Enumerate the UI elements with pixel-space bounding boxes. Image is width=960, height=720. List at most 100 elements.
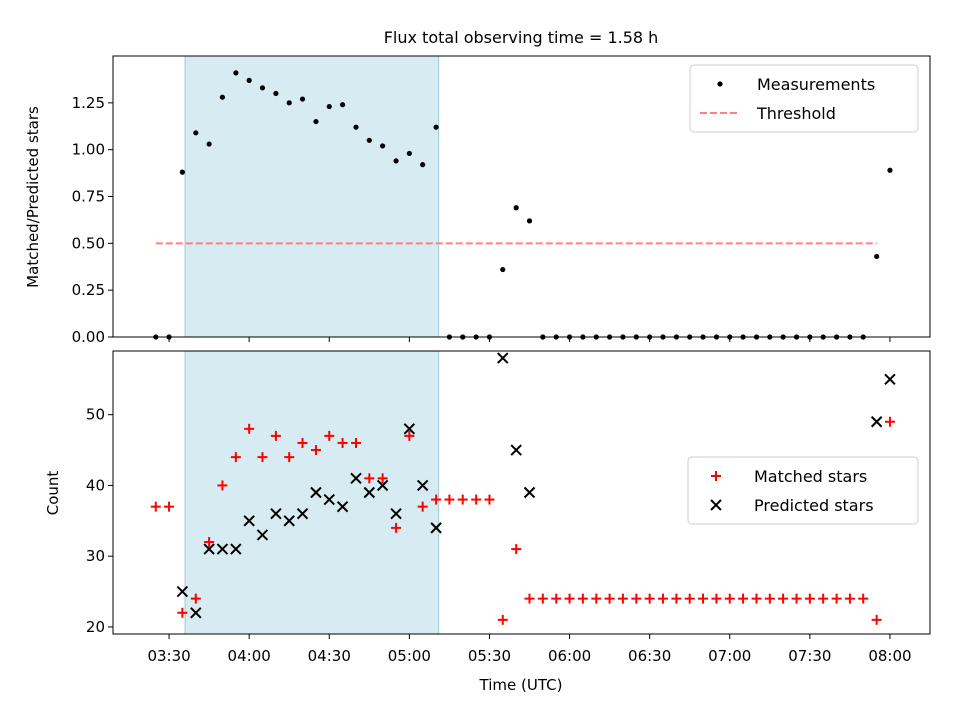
measurement-point xyxy=(353,124,359,130)
matched-star-point xyxy=(804,593,815,604)
matched-star-point xyxy=(644,593,655,604)
x-tick-label: 07:00 xyxy=(708,647,751,665)
matched-star-point xyxy=(791,593,802,604)
measurement-point xyxy=(246,77,252,83)
matched-star-point xyxy=(284,452,295,463)
predicted-star-point xyxy=(350,472,362,485)
predicted-star-point xyxy=(403,423,416,435)
count-x-ticks: 03:30 04:00 04:30 05:00 05:30 06:00 06:30 07:00… xyxy=(147,634,912,665)
matched-star-point xyxy=(391,522,402,533)
measurement-point xyxy=(313,118,319,125)
predicted-star-point xyxy=(203,543,215,555)
y-tick-label: 0.75 xyxy=(72,188,105,206)
matched-star-point xyxy=(778,593,789,604)
measurement-point xyxy=(299,96,306,102)
predicted-star-point xyxy=(243,515,255,527)
measurement-point xyxy=(339,102,346,108)
predicted-star-point xyxy=(497,352,509,364)
matched-star-point xyxy=(818,593,829,604)
measurement-point xyxy=(887,167,893,173)
matched-star-point xyxy=(698,593,709,604)
matched-star-point xyxy=(564,593,575,604)
chart-title: Flux total observing time = 1.58 h xyxy=(384,28,659,47)
ratio-y-axis-label: Matched/Predicted stars xyxy=(24,106,42,288)
measurement-point xyxy=(233,70,239,76)
matched-star-point xyxy=(164,501,175,512)
matched-star-point xyxy=(831,593,842,604)
measurement-point xyxy=(219,94,226,100)
matched-star-point xyxy=(257,452,268,463)
predicted-star-point xyxy=(416,479,429,492)
y-tick-label: 1.25 xyxy=(72,94,105,112)
predicted-star-point xyxy=(884,373,896,386)
ratio-frame xyxy=(112,55,931,338)
matched-star-point xyxy=(417,501,428,512)
matched-star-point xyxy=(324,430,335,441)
matched-star-point xyxy=(764,593,775,604)
matched-star-point xyxy=(190,593,201,604)
measurement-point xyxy=(366,137,372,143)
matched-star-point xyxy=(858,593,869,604)
y-tick-label: 1.00 xyxy=(72,141,105,159)
count-y-ticks: 20 30 40 50 xyxy=(86,406,113,636)
predicted-star-point xyxy=(336,500,349,513)
predicted-star-point xyxy=(256,529,269,541)
y-tick-label: 30 xyxy=(86,547,105,565)
measurement-point xyxy=(326,103,332,110)
matched-star-point xyxy=(457,494,468,505)
y-tick-label: 0.50 xyxy=(72,234,105,252)
predicted-star-point xyxy=(523,486,536,499)
observing-window-shade xyxy=(184,55,440,338)
predicted-star-point xyxy=(296,508,309,520)
matched-star-point xyxy=(751,593,762,604)
matched-star-point xyxy=(537,593,548,604)
x-tick-label: 07:30 xyxy=(788,647,831,665)
count-marks xyxy=(150,352,896,625)
count-y-axis-label: Count xyxy=(44,471,62,516)
y-tick-label: 50 xyxy=(86,406,105,424)
measurement-point xyxy=(206,141,212,147)
observing-window-shade xyxy=(184,350,440,635)
legend-threshold-label: Threshold xyxy=(756,104,836,123)
matched-star-point xyxy=(444,494,455,505)
measurement-point xyxy=(380,143,386,149)
ratio-panel: 0.00 0.25 0.50 0.75 1.00 1.25 Matched/Predict… xyxy=(24,55,931,346)
matched-star-point xyxy=(671,593,682,604)
predicted-star-point xyxy=(310,486,322,499)
matched-star-point xyxy=(230,452,241,463)
matched-star-point xyxy=(431,494,442,505)
y-tick-label: 20 xyxy=(86,618,105,636)
x-axis-label: Time (UTC) xyxy=(479,676,563,694)
matched-star-point xyxy=(884,416,895,427)
predicted-star-point xyxy=(216,543,229,555)
predicted-star-point xyxy=(283,515,295,527)
matched-star-point xyxy=(497,614,508,625)
matched-star-point xyxy=(524,593,535,604)
measurement-point xyxy=(420,162,426,168)
matched-star-point xyxy=(297,437,308,448)
matched-star-point xyxy=(204,537,215,548)
measurement-point xyxy=(286,100,292,106)
matched-star-point xyxy=(657,593,668,604)
matched-star-point xyxy=(711,593,722,604)
measurement-point xyxy=(513,205,519,211)
count-legend-box xyxy=(687,456,919,525)
matched-star-point xyxy=(337,437,348,448)
matched-star-point xyxy=(724,593,735,604)
predicted-star-point xyxy=(363,486,376,499)
matched-star-point xyxy=(217,480,228,491)
predicted-star-point xyxy=(230,543,242,555)
matched-star-point xyxy=(631,593,642,604)
x-tick-label: 05:00 xyxy=(388,647,431,665)
legend-matched-label: Matched stars xyxy=(754,467,867,486)
measurement-point xyxy=(193,130,199,136)
x-tick-label: 06:00 xyxy=(548,647,591,665)
matched-star-point xyxy=(364,473,375,484)
ratio-y-ticks: 0.00 0.25 0.50 0.75 1.00 1.25 xyxy=(72,94,113,346)
legend-predicted-label: Predicted stars xyxy=(754,496,874,515)
x-tick-label: 04:30 xyxy=(308,647,351,665)
measurement-point xyxy=(526,218,533,224)
measurement-point xyxy=(273,90,279,97)
